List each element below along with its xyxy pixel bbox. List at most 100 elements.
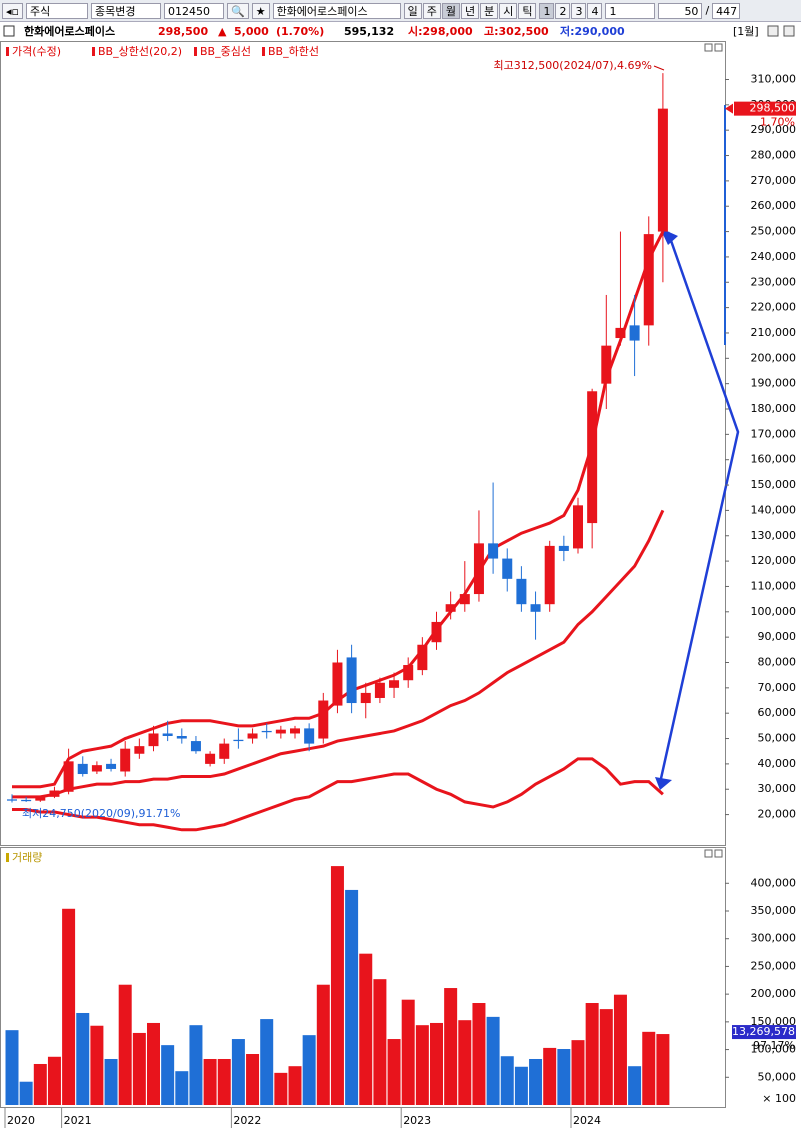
volume-bar (401, 999, 415, 1105)
y-tick-label: 260,000 (751, 199, 797, 212)
volume-bar (76, 1012, 90, 1105)
volume-bar (90, 1025, 104, 1105)
menu-button[interactable]: ◂▫ (2, 2, 23, 19)
period-button[interactable]: 시 (499, 2, 518, 19)
candle-body (445, 604, 456, 612)
count-input[interactable]: 50 (658, 2, 703, 19)
legend-swatch (6, 853, 9, 862)
price-panel (0, 41, 726, 846)
candle-body (488, 543, 499, 559)
change-button[interactable]: 종목변경 (90, 2, 161, 19)
period-button[interactable]: 주 (422, 2, 441, 19)
candle-body (148, 733, 159, 747)
period-button[interactable]: 분 (480, 2, 499, 19)
volume-bar (628, 1066, 642, 1105)
y-tick-label: 110,000 (751, 579, 797, 592)
code-input[interactable]: 012450 (163, 2, 224, 19)
y-tick-label: 30,000 (758, 782, 797, 795)
candle-body (318, 700, 329, 739)
candle-body (205, 753, 216, 764)
volume-bar (5, 1030, 19, 1105)
volume-change-label: 97.17% (753, 1039, 795, 1052)
candle-body (290, 728, 300, 734)
candle-body (7, 799, 17, 801)
candle-body (558, 545, 569, 551)
low-annotation: 최저24,750(2020/09),91.71% (22, 807, 180, 820)
volume-tag (732, 1025, 796, 1040)
stock-name: 한화에어로스페이스 (24, 24, 115, 38)
y-tick-label: 250,000 (751, 959, 797, 972)
search-button[interactable]: 🔍 (226, 2, 249, 19)
y-tick-label: 20,000 (758, 808, 797, 821)
y-tick-label: 270,000 (751, 174, 797, 187)
close-button[interactable] (783, 25, 795, 37)
name-input[interactable]: 한화에어로스페이스 (272, 2, 401, 19)
y-tick-label: 50,000 (758, 1070, 797, 1083)
y-tick-label: 240,000 (751, 250, 797, 263)
volume-bar (642, 1031, 656, 1105)
volume-bar (557, 1049, 571, 1105)
volume-bar (472, 1003, 486, 1105)
legend-swatch (194, 47, 197, 56)
legend-label: 가격(수정) (12, 45, 61, 58)
y-tick-label: 150,000 (751, 1015, 797, 1028)
period-button[interactable]: 일 (403, 2, 422, 19)
volume-bar (246, 1054, 260, 1105)
period-button[interactable]: 월 (441, 2, 460, 19)
period-button[interactable]: 년 (460, 2, 480, 19)
volume-tag-label: 13,269,578 (732, 1025, 795, 1038)
period-button[interactable]: 틱 (518, 2, 537, 19)
y-tick-label: 190,000 (751, 377, 797, 390)
candle-body (360, 692, 371, 704)
high: 고:302,500 (484, 25, 549, 38)
volume-bar (147, 1022, 160, 1105)
y-tick-label: 210,000 (751, 326, 797, 339)
y-tick-label: 100,000 (751, 1043, 797, 1056)
volume-bar (529, 1058, 543, 1105)
volume-bar (316, 984, 330, 1105)
checkbox[interactable] (3, 25, 15, 37)
y-tick-label: 200,000 (751, 987, 797, 1000)
candle-body (275, 729, 286, 734)
change: 5,000 (234, 25, 269, 38)
candle-body (516, 578, 527, 605)
y-tick-label: 80,000 (758, 655, 797, 668)
panel-button[interactable] (704, 43, 713, 52)
restore-button[interactable] (767, 25, 779, 37)
unit-label: × 100 (762, 1092, 796, 1105)
y-tick-label: 220,000 (751, 301, 797, 314)
panel-button[interactable] (704, 849, 713, 858)
candle-body (120, 748, 131, 772)
y-tick-label: 50,000 (758, 732, 797, 745)
y-tick-label: 300,000 (751, 932, 797, 945)
volume-bar (260, 1019, 274, 1105)
unit-input[interactable]: 1 (605, 2, 656, 19)
y-tick-label: 200,000 (751, 351, 797, 364)
panel-button[interactable] (714, 849, 723, 858)
change-pct: (1.70%) (276, 25, 324, 38)
number-button[interactable]: 3 (571, 2, 587, 19)
candle-body (573, 505, 583, 549)
number-button[interactable]: 2 (555, 2, 571, 19)
arrow-head (655, 777, 672, 790)
market-select[interactable]: 주식 (25, 2, 88, 19)
y-tick-label: 170,000 (751, 427, 797, 440)
x-tick-label: 2024 (573, 1114, 601, 1127)
legend-label: BB_하한선 (268, 44, 319, 58)
panel-button[interactable] (714, 43, 723, 52)
number-button[interactable]: 1 (539, 2, 555, 19)
number-button[interactable]: 4 (587, 2, 603, 19)
volume-bar (62, 908, 76, 1105)
y-tick-label: 120,000 (751, 554, 797, 567)
volume-bar (571, 1040, 585, 1105)
volume-bar (345, 889, 359, 1105)
volume-bar (203, 1058, 217, 1105)
legend-label: 거래량 (12, 851, 42, 864)
y-tick-label: 100,000 (751, 605, 797, 618)
fav-button[interactable]: ★ (251, 2, 270, 19)
candle-body (219, 743, 230, 759)
candle-body (389, 680, 400, 688)
volume-bar (132, 1032, 146, 1105)
y-tick-label: 160,000 (751, 453, 797, 466)
volume-bar (599, 1009, 613, 1105)
